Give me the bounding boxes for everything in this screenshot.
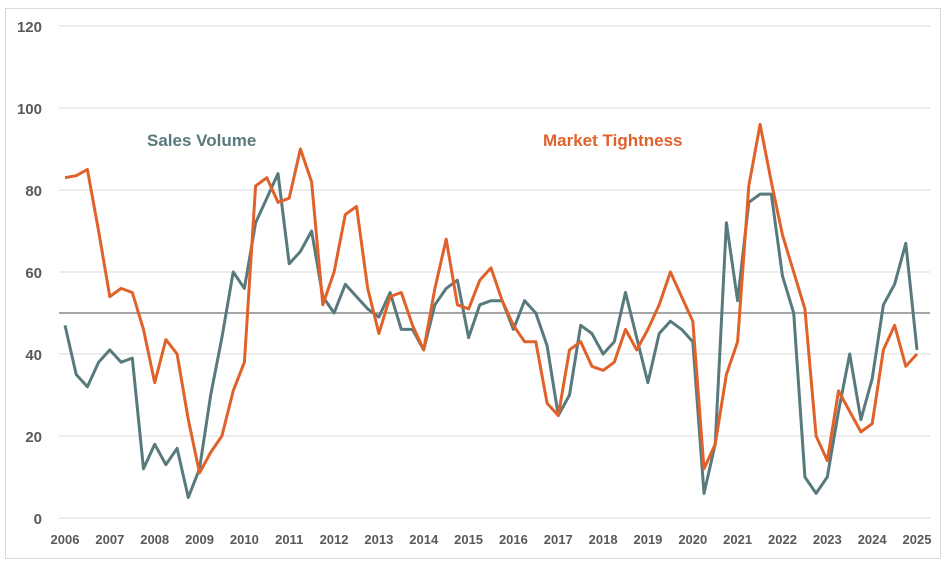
x-tick-label: 2013 (364, 532, 393, 547)
x-tick-label: 2014 (409, 532, 439, 547)
x-tick-label: 2010 (230, 532, 259, 547)
x-tick-label: 2021 (723, 532, 752, 547)
x-tick-label: 2020 (678, 532, 707, 547)
series-line-market-tightness (64, 122, 919, 475)
x-tick-label: 2015 (454, 532, 483, 547)
x-axis-ticks: 2006 2007 2008 2009 2010 2011 2012 2013 2014 2015… (51, 532, 932, 547)
gridlines (59, 25, 930, 519)
x-tick-label: 2018 (589, 532, 618, 547)
y-tick-label: 0 (34, 511, 42, 528)
y-tick-label: 80 (25, 183, 42, 200)
series-label-market-tightness: Market Tightness (543, 131, 683, 150)
y-tick-label: 40 (25, 347, 42, 364)
x-tick-label: 2025 (903, 532, 932, 547)
x-tick-label: 2006 (51, 532, 80, 547)
x-tick-label: 2019 (633, 532, 662, 547)
y-axis-ticks: 0 20 40 60 80 100 120 (17, 19, 42, 528)
series-line-sales-volume (63, 172, 919, 499)
series-label-sales-volume: Sales Volume (147, 131, 256, 150)
x-tick-label: 2012 (320, 532, 349, 547)
chart-frame (5, 8, 941, 559)
x-tick-label: 2024 (858, 532, 888, 547)
y-tick-label: 20 (25, 429, 42, 446)
x-tick-label: 2023 (813, 532, 842, 547)
y-tick-label: 60 (25, 265, 42, 282)
x-tick-label: 2017 (544, 532, 573, 547)
y-tick-label: 120 (17, 19, 42, 36)
x-tick-label: 2007 (95, 532, 124, 547)
x-tick-label: 2011 (275, 532, 303, 547)
x-tick-label: 2022 (768, 532, 797, 547)
x-tick-label: 2009 (185, 532, 214, 547)
x-tick-label: 2016 (499, 532, 528, 547)
y-tick-label: 100 (17, 101, 42, 118)
series-lines (63, 122, 919, 499)
x-tick-label: 2008 (140, 532, 169, 547)
